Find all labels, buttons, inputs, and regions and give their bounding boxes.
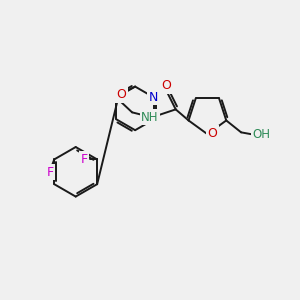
Text: F: F [81, 153, 88, 166]
Text: OH: OH [252, 128, 270, 141]
Text: N: N [148, 91, 158, 104]
Text: F: F [47, 166, 54, 179]
Text: O: O [207, 127, 217, 140]
Text: O: O [116, 88, 126, 101]
Text: O: O [161, 79, 171, 92]
Text: NH: NH [141, 111, 159, 124]
